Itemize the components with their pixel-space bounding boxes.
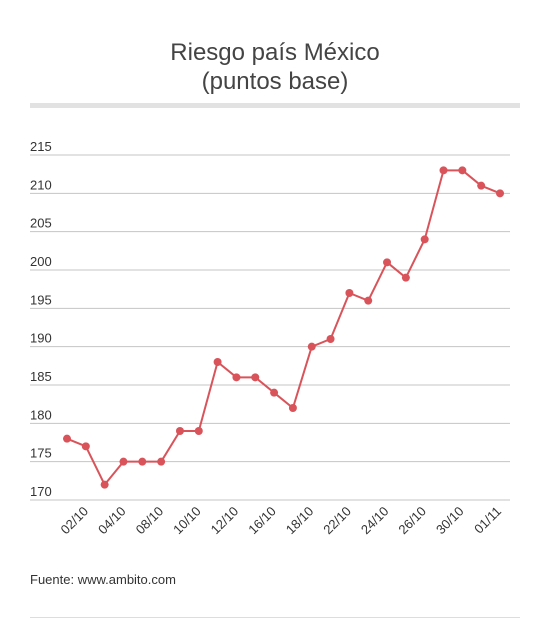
data-point <box>251 373 260 382</box>
data-point <box>270 388 279 397</box>
data-point <box>213 358 222 366</box>
data-point <box>364 296 373 305</box>
y-tick-label: 215 <box>30 139 52 154</box>
data-point <box>439 166 448 175</box>
data-point <box>157 457 166 466</box>
x-tick-label: 24/10 <box>358 504 392 538</box>
data-point <box>420 235 429 244</box>
y-tick-label: 200 <box>30 254 52 269</box>
data-point <box>232 373 241 382</box>
data-point <box>345 289 354 297</box>
data-point <box>288 404 297 412</box>
x-tick-label: 18/10 <box>283 504 317 538</box>
data-point <box>63 434 71 443</box>
x-tick-label: 01/11 <box>471 504 504 537</box>
y-tick-label: 190 <box>30 331 52 346</box>
data-point <box>194 427 203 435</box>
data-point <box>477 181 486 190</box>
data-point <box>458 166 467 175</box>
data-point <box>138 457 147 466</box>
data-point <box>383 258 392 267</box>
x-tick-label: 26/10 <box>395 504 429 538</box>
data-point <box>175 427 184 435</box>
series-line <box>66 169 501 486</box>
y-tick-label: 205 <box>30 216 52 231</box>
x-tick-label: 12/10 <box>208 504 242 538</box>
x-tick-label: 10/10 <box>170 504 204 538</box>
data-point <box>100 480 109 489</box>
x-tick-label: 30/10 <box>433 504 467 538</box>
data-point <box>307 342 316 351</box>
data-point <box>401 273 410 282</box>
top-divider <box>30 103 520 108</box>
data-point <box>119 457 128 466</box>
y-tick-label: 185 <box>30 369 52 384</box>
chart-title-line1: Riesgo país México <box>170 39 380 66</box>
data-point <box>81 442 90 451</box>
source-note: Fuente: www.ambito.com <box>30 572 176 587</box>
x-tick-label: 04/10 <box>95 504 129 538</box>
y-tick-label: 210 <box>30 177 52 192</box>
chart-title: Riesgo país México (puntos base) <box>0 38 550 96</box>
x-tick-label: 22/10 <box>320 504 354 538</box>
x-tick-label: 02/10 <box>58 504 92 538</box>
chart-title-line2: (puntos base) <box>201 68 349 95</box>
y-tick-label: 170 <box>30 484 52 499</box>
x-tick-label: 16/10 <box>245 504 279 538</box>
y-tick-label: 175 <box>30 446 52 461</box>
data-point <box>326 335 335 343</box>
x-tick-label: 08/10 <box>133 504 167 538</box>
y-tick-label: 195 <box>30 292 52 307</box>
y-tick-label: 180 <box>30 407 52 422</box>
data-point <box>496 189 504 198</box>
bottom-divider <box>30 617 520 618</box>
